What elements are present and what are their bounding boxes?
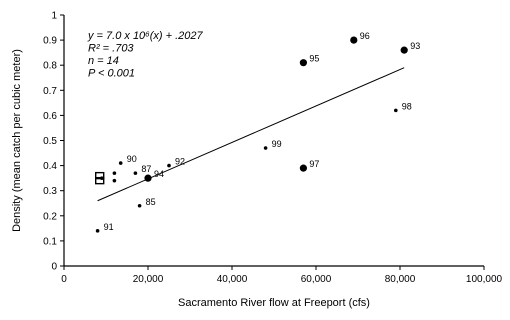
data-point xyxy=(400,46,408,54)
trendline xyxy=(97,67,405,202)
y-tick-label: 1 xyxy=(51,11,57,22)
annotation-line: P < 0.001 xyxy=(88,68,135,80)
data-point xyxy=(299,164,307,172)
point-label: 85 xyxy=(146,197,156,207)
data-point xyxy=(137,203,142,208)
x-tick-label: 80,000 xyxy=(385,274,416,285)
data-point xyxy=(95,229,100,233)
point-label: 95 xyxy=(309,54,319,64)
data-point xyxy=(350,36,358,44)
y-tick-label: 0.2 xyxy=(43,211,57,222)
point-label: 97 xyxy=(309,159,319,169)
x-tick-label: 40,000 xyxy=(217,274,248,285)
y-tick-label: 0.3 xyxy=(43,186,57,197)
x-tick-label: 60,000 xyxy=(301,274,332,285)
data-point xyxy=(299,59,307,67)
y-tick-label: 0 xyxy=(51,262,57,273)
tick-labels: 0 0.1 0.2 0.3 0.4 0.5 0.6 0.7 0.8 0.9 1 0 20,000 40,0… xyxy=(43,11,502,286)
data-point xyxy=(94,171,105,180)
y-tick-label: 0.8 xyxy=(43,61,57,72)
y-tick-label: 0.7 xyxy=(43,86,57,97)
data-point xyxy=(118,161,123,165)
annotation-line: R² = .703 xyxy=(88,43,134,55)
y-tick-label: 0.9 xyxy=(43,36,57,47)
y-axis-label: Density (mean catch per cubic meter) xyxy=(11,49,23,232)
point-label: 87 xyxy=(141,164,151,174)
point-label: 93 xyxy=(410,41,420,51)
annotation-line: y = 7.0 x 10⁶(x) + .2027 xyxy=(87,30,204,42)
data-point xyxy=(100,176,104,180)
y-tick-label: 0.1 xyxy=(43,236,57,247)
point-label: 94 xyxy=(154,169,164,179)
data-point xyxy=(133,171,138,175)
data-point xyxy=(94,176,105,185)
data-point xyxy=(112,171,117,175)
point-label: 92 xyxy=(175,157,185,167)
data-point xyxy=(112,178,117,183)
point-label: 90 xyxy=(127,154,137,164)
y-tick-label: 0.4 xyxy=(43,161,57,172)
x-tick-label: 100,000 xyxy=(466,274,503,285)
x-axis-label: Sacramento River flow at Freeport (cfs) xyxy=(178,297,370,309)
data-point xyxy=(144,174,152,182)
point-label: 98 xyxy=(402,101,412,111)
annotation-line: n = 14 xyxy=(88,55,119,67)
y-tick-label: 0.5 xyxy=(43,136,57,147)
y-tick-label: 0.6 xyxy=(43,111,57,122)
data-point xyxy=(167,163,171,168)
point-label: 91 xyxy=(104,222,114,232)
data-point xyxy=(263,146,268,150)
x-tick-label: 0 xyxy=(61,274,67,285)
data-points: 91 90 87 85 94 92 99 97 95 96 98 93 xyxy=(94,31,420,233)
axes xyxy=(60,14,485,270)
point-label: 99 xyxy=(272,139,282,149)
trendline-group xyxy=(97,67,405,202)
x-tick-label: 20,000 xyxy=(133,274,164,285)
data-point xyxy=(394,108,398,113)
point-label: 96 xyxy=(360,31,370,41)
